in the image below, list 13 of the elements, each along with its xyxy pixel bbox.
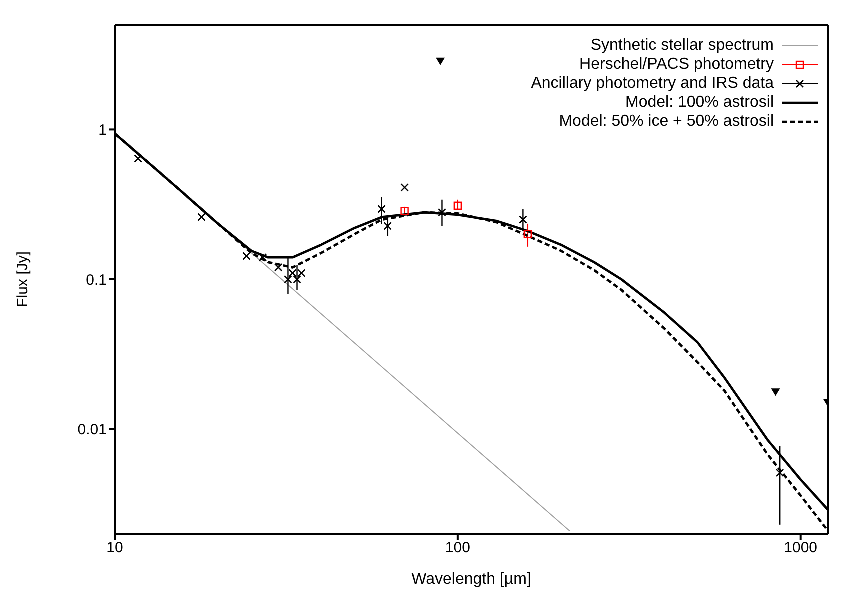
y-axis-title: Flux [Jy] <box>14 252 32 308</box>
legend-label: Synthetic stellar spectrum <box>590 36 774 55</box>
y-tick-label: 0.1 <box>86 272 107 289</box>
legend-label: Herschel/PACS photometry <box>580 55 774 74</box>
x-tick-label: 1000 <box>784 540 818 557</box>
legend-label: Ancillary photometry and IRS data <box>531 74 774 93</box>
x-tick-label: 10 <box>106 540 124 557</box>
legend-label: Model: 100% astrosil <box>625 93 774 112</box>
x-tick-label: 100 <box>445 540 470 557</box>
legend-label: Model: 50% ice + 50% astrosil <box>559 112 774 131</box>
y-tick-label: 1 <box>98 122 107 140</box>
x-axis-title: Wavelength [µm] <box>412 571 532 588</box>
y-tick-label: 0.01 <box>78 422 107 439</box>
